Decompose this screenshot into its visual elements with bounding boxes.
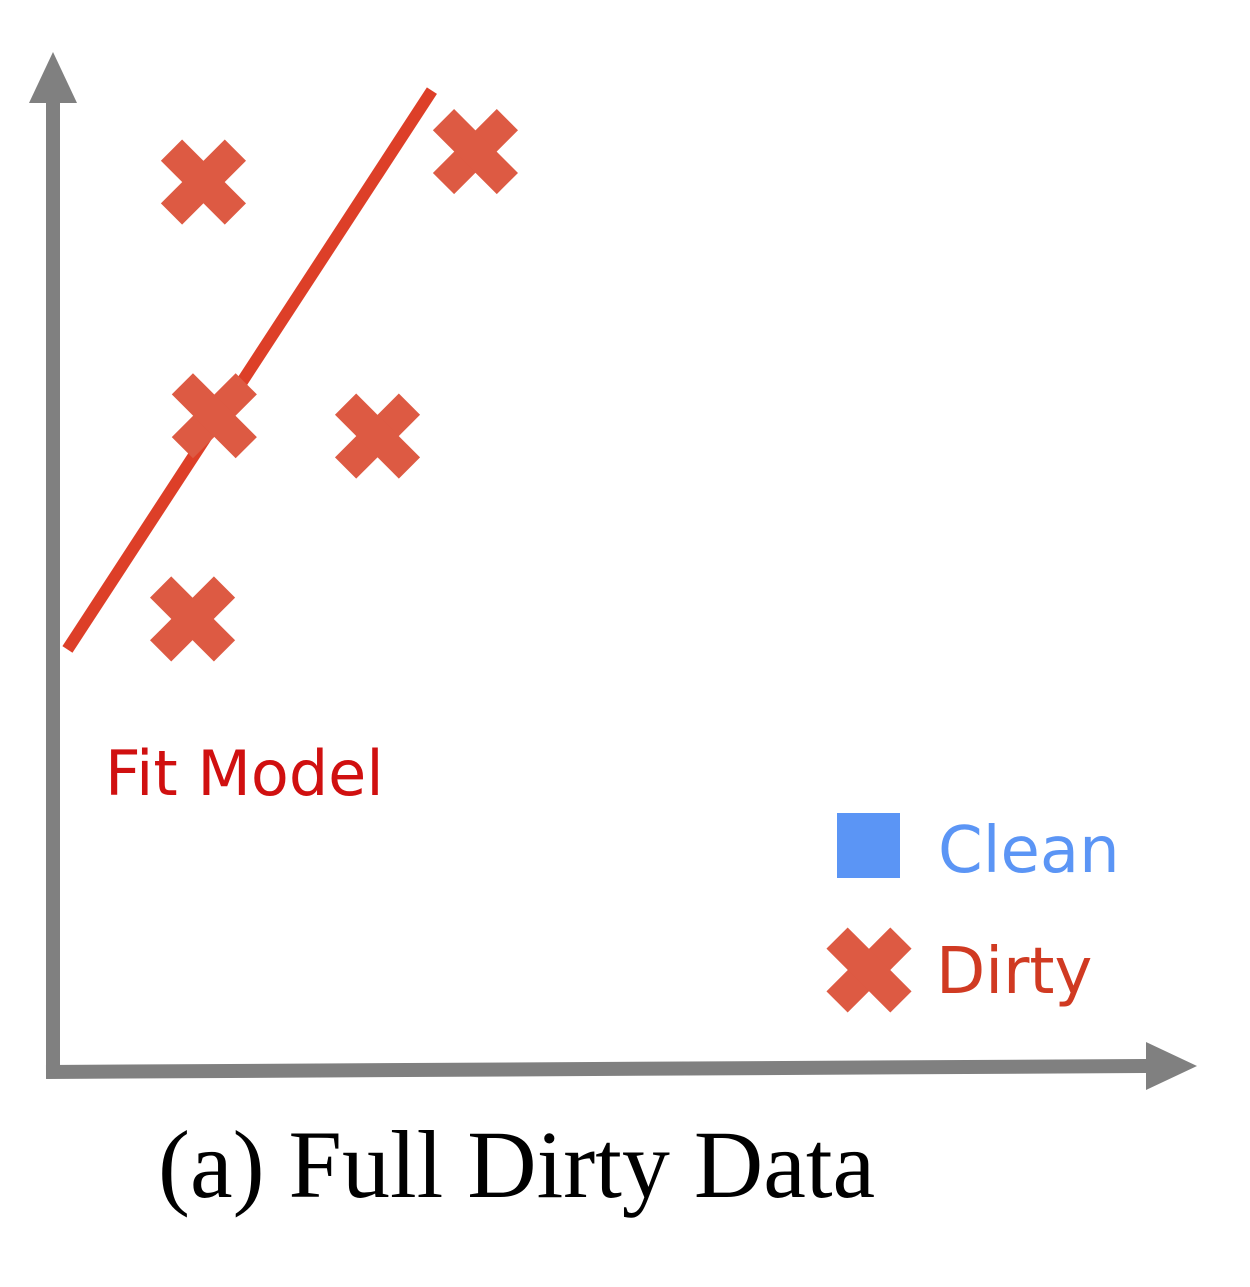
figure-caption: (a) Full Dirty Data	[158, 1111, 875, 1218]
legend-clean-square-icon	[837, 813, 900, 878]
x-marker-stroke	[432, 109, 518, 195]
x-marker-stroke	[826, 927, 912, 1013]
fit-model-label: Fit Model	[105, 737, 384, 810]
legend-dirty-label: Dirty	[936, 935, 1092, 1009]
x-axis-arrowhead	[1146, 1042, 1197, 1090]
legend-dirty-x-marker	[826, 927, 912, 1013]
dirty-point-4	[334, 393, 421, 479]
x-axis-line	[45, 1059, 1151, 1079]
legend: Clean Dirty	[826, 813, 1120, 1013]
axes	[29, 52, 1197, 1090]
dirty-point-5	[150, 576, 236, 662]
legend-clean-label: Clean	[938, 814, 1120, 888]
dirty-point-3	[171, 373, 257, 459]
dirty-point-2	[432, 109, 518, 195]
y-axis-arrowhead	[29, 52, 77, 103]
dirty-point-1	[160, 139, 246, 225]
fit-model-line	[62, 87, 437, 653]
legend-dirty-x-icon	[826, 927, 912, 1013]
dirty-markers	[150, 109, 518, 662]
x-marker-stroke	[334, 393, 421, 479]
x-marker-stroke	[160, 139, 246, 225]
x-marker-stroke	[150, 576, 236, 662]
x-marker-stroke	[171, 373, 257, 459]
